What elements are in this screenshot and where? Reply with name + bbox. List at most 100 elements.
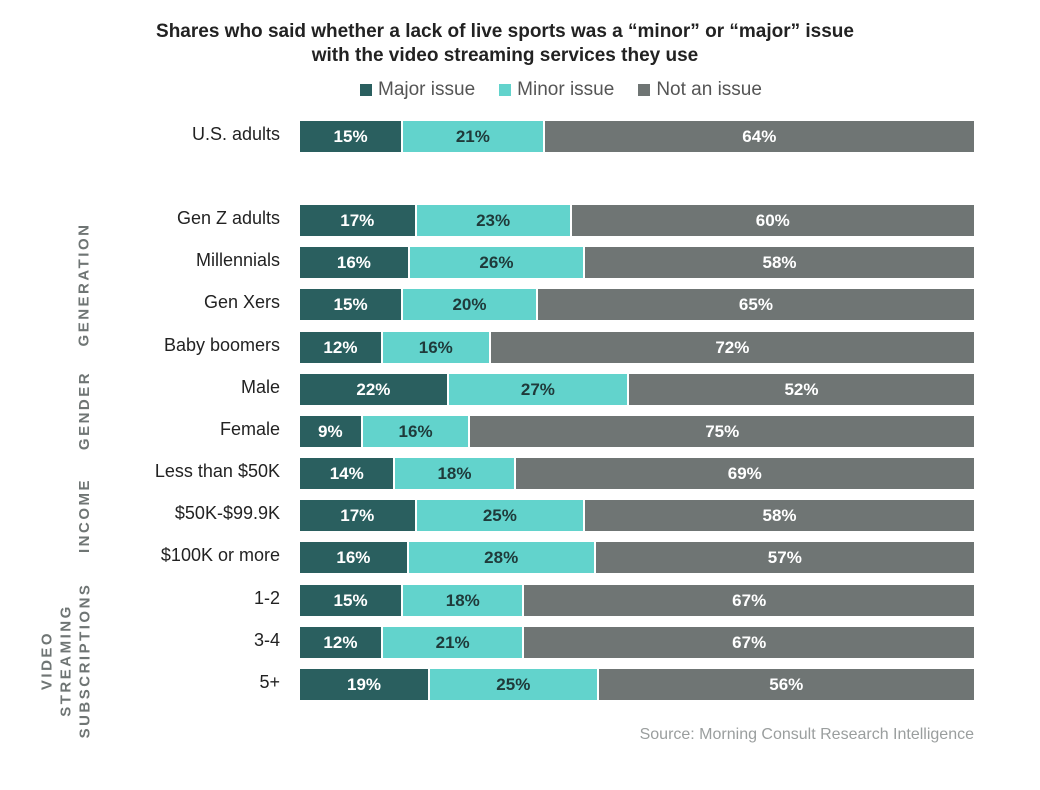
data-label: 16% bbox=[336, 252, 371, 272]
data-label: 52% bbox=[784, 379, 819, 399]
bar-segment-not: 56% bbox=[596, 669, 974, 700]
data-label: 18% bbox=[437, 463, 472, 483]
data-label: 15% bbox=[333, 294, 368, 314]
data-label: 16% bbox=[398, 421, 433, 441]
category-label: Millennials bbox=[195, 250, 280, 270]
bar-row: 12% 16% 72% bbox=[300, 332, 974, 363]
bar-segment-not: 65% bbox=[535, 289, 974, 320]
category-label: $50K-$99.9K bbox=[174, 503, 280, 523]
bar-row: 17% 23% 60% bbox=[300, 205, 974, 236]
bar-row: 15% 21% 64% bbox=[300, 121, 974, 152]
bar-segment-not: 52% bbox=[626, 374, 974, 405]
data-label: 25% bbox=[482, 505, 517, 525]
bar-segment-not: 58% bbox=[583, 500, 974, 531]
data-label: 17% bbox=[340, 210, 375, 230]
chart-title-line-1: Shares who said whether a lack of live s… bbox=[156, 21, 854, 42]
data-label: 67% bbox=[732, 632, 767, 652]
data-label: 69% bbox=[727, 463, 762, 483]
data-label: 21% bbox=[435, 632, 470, 652]
bar-segment-major: 17% bbox=[300, 500, 415, 531]
bar-segment-minor: 18% bbox=[401, 585, 523, 616]
data-label: 18% bbox=[445, 590, 480, 610]
bar-segment-not: 69% bbox=[513, 458, 974, 489]
bar-segment-not: 75% bbox=[468, 416, 974, 447]
bar-segment-not: 60% bbox=[569, 205, 974, 236]
data-label: 21% bbox=[455, 126, 490, 146]
legend-item-minor: Minor issue bbox=[499, 79, 614, 101]
data-label: 67% bbox=[732, 590, 767, 610]
group-label-line: INCOME bbox=[75, 478, 93, 553]
bar-segment-minor: 21% bbox=[401, 121, 543, 152]
data-label: 20% bbox=[452, 294, 487, 314]
data-label: 12% bbox=[323, 337, 358, 357]
bar-segment-minor: 16% bbox=[380, 332, 489, 363]
bar-segment-minor: 23% bbox=[414, 205, 570, 236]
bar-segment-not: 67% bbox=[522, 585, 974, 616]
bar-segment-not: 57% bbox=[593, 542, 974, 573]
category-label: Gen Z adults bbox=[176, 208, 280, 228]
group-label-line: GENERATION bbox=[75, 222, 93, 346]
group-label-video-streaming-subscriptions: VIDEO STREAMING SUBSCRIPTIONS bbox=[37, 582, 94, 738]
data-label: 17% bbox=[340, 505, 375, 525]
bar-row: 16% 28% 57% bbox=[300, 542, 974, 573]
legend-label-not: Not an issue bbox=[656, 79, 762, 100]
category-label: Male bbox=[240, 377, 280, 397]
legend-swatch-not bbox=[638, 84, 651, 96]
bar-segment-minor: 25% bbox=[414, 500, 584, 531]
bar-segment-major: 17% bbox=[300, 205, 415, 236]
bar-row: 15% 18% 67% bbox=[300, 585, 974, 616]
bar-segment-minor: 18% bbox=[393, 458, 514, 489]
data-label: 16% bbox=[336, 547, 371, 567]
bar-row: 19% 25% 56% bbox=[300, 669, 974, 700]
legend-label-minor: Minor issue bbox=[517, 79, 615, 100]
data-label: 28% bbox=[484, 547, 519, 567]
category-label: 5+ bbox=[259, 672, 280, 692]
bar-segment-major: 15% bbox=[300, 585, 402, 616]
group-label-generation: GENERATION bbox=[74, 222, 93, 346]
bar-segment-minor: 16% bbox=[360, 416, 469, 447]
group-label-line: SUBSCRIPTIONS bbox=[76, 582, 94, 738]
data-label: 60% bbox=[755, 210, 790, 230]
category-label: Less than $50K bbox=[154, 461, 280, 481]
bar-segment-not: 64% bbox=[542, 121, 974, 152]
bar-row: 9% 16% 75% bbox=[300, 416, 974, 447]
bar-row: 15% 20% 65% bbox=[300, 289, 974, 320]
data-label: 16% bbox=[418, 337, 453, 357]
data-label: 12% bbox=[323, 632, 358, 652]
data-label: 64% bbox=[742, 126, 777, 146]
category-label: Baby boomers bbox=[163, 335, 280, 355]
data-label: 72% bbox=[715, 337, 750, 357]
legend-swatch-minor bbox=[499, 84, 512, 96]
category-label: 3-4 bbox=[253, 630, 280, 650]
data-label: 25% bbox=[496, 674, 531, 694]
bar-segment-not: 72% bbox=[488, 332, 974, 363]
data-label: 15% bbox=[333, 126, 368, 146]
chart-title-line-2: with the video streaming services they u… bbox=[311, 45, 699, 66]
bar-row: 16% 26% 58% bbox=[300, 247, 974, 278]
data-label: 26% bbox=[479, 252, 514, 272]
bar-segment-major: 9% bbox=[300, 416, 361, 447]
bar-segment-not: 67% bbox=[522, 627, 974, 658]
chart-title: Shares who said whether a lack of live s… bbox=[0, 20, 1010, 68]
legend-item-not: Not an issue bbox=[638, 79, 762, 101]
bar-segment-major: 16% bbox=[300, 247, 408, 278]
bar-segment-minor: 28% bbox=[406, 542, 594, 573]
category-label: Female bbox=[219, 419, 280, 439]
group-label-line: VIDEO bbox=[38, 630, 56, 690]
data-label: 19% bbox=[347, 674, 382, 694]
group-label-gender: GENDER bbox=[75, 371, 94, 450]
bar-segment-minor: 27% bbox=[446, 374, 627, 405]
bar-segment-minor: 25% bbox=[428, 669, 597, 700]
bar-row: 22% 27% 52% bbox=[300, 374, 974, 405]
bar-segment-minor: 26% bbox=[407, 247, 584, 278]
data-label: 9% bbox=[318, 421, 343, 441]
data-label: 23% bbox=[476, 210, 511, 230]
bar-row: 14% 18% 69% bbox=[300, 458, 974, 489]
bar-row: 12% 21% 67% bbox=[300, 627, 974, 658]
source-note: Source: Morning Consult Research Intelli… bbox=[639, 726, 974, 743]
legend: Major issue Minor issue Not an issue bbox=[360, 79, 762, 101]
group-label-line: STREAMING bbox=[57, 603, 75, 717]
legend-label-major: Major issue bbox=[378, 79, 476, 100]
data-label: 58% bbox=[762, 252, 797, 272]
legend-swatch-major bbox=[360, 84, 372, 96]
